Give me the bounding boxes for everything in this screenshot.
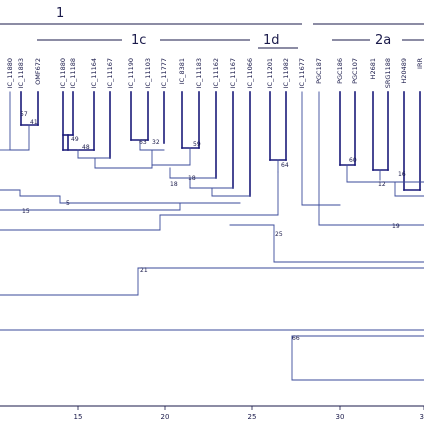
x-axis-ticks: 15 20 25 30 35 — [74, 406, 424, 421]
leaf-label: IC_11188 — [69, 58, 77, 88]
node-value: 32 — [152, 139, 160, 146]
axis-tick-label: 15 — [74, 413, 83, 421]
leaf-label: IC_11066 — [246, 58, 254, 88]
node-value: 21 — [140, 267, 148, 274]
leaf-label: H20489 — [400, 58, 408, 84]
leaf-label: IC_11677 — [298, 58, 306, 88]
node-value: 48 — [82, 144, 90, 151]
leaf-label: IC_8381 — [178, 58, 186, 84]
branches — [0, 91, 424, 381]
node-value: 41 — [30, 119, 38, 126]
node-value: 19 — [392, 223, 400, 230]
axis-tick-label: 25 — [248, 413, 257, 421]
leaf-label: IC_11982 — [282, 58, 290, 88]
node-value: 64 — [281, 162, 289, 169]
leaf-label: OMF672 — [34, 58, 42, 85]
node-value: 66 — [292, 335, 300, 342]
node-value: 59 — [193, 141, 201, 148]
leaf-label: IC_11167 — [229, 58, 237, 88]
leaf-label: IC_11190 — [127, 58, 135, 88]
node-value: 57 — [20, 111, 28, 118]
leaf-label: IC_11183 — [195, 58, 203, 88]
leaf-label: IC_11103 — [144, 58, 152, 88]
group-label-1: 1 — [56, 6, 64, 21]
leaf-label: IC_11201 — [266, 58, 274, 88]
group-label-2a: 2a — [375, 33, 391, 48]
node-value: 5 — [66, 200, 70, 207]
axis-tick-label: 20 — [161, 413, 170, 421]
leaf-label: IC_11162 — [212, 58, 220, 88]
group-label-1d: 1d — [263, 33, 280, 48]
leaf-label: H2681 — [369, 58, 377, 79]
leaf-label: SRG1188 — [384, 58, 392, 88]
node-value: 12 — [378, 181, 386, 188]
node-value: 18 — [188, 175, 196, 182]
leaf-label: PGC107 — [351, 58, 359, 84]
node-value: 15 — [22, 208, 30, 215]
axis-tick-label: 35 — [420, 413, 424, 421]
leaf-label: IC_11883 — [17, 58, 25, 88]
leaf-label: IC_11880 — [59, 58, 67, 88]
leaf-label: PGC187 — [315, 58, 323, 84]
node-value: 25 — [275, 231, 283, 238]
leaf-label: IC_11880 — [6, 58, 14, 88]
leaf-labels: IC_11880 IC_11883 OMF672 IC_11880 IC_11188 IC… — [6, 58, 424, 89]
node-value: 18 — [170, 181, 178, 188]
axis-tick-label: 30 — [336, 413, 345, 421]
node-value: 60 — [349, 157, 357, 164]
node-value: 49 — [71, 136, 79, 143]
leaf-label: IC_11167 — [106, 58, 114, 88]
group-label-1c: 1c — [131, 33, 146, 48]
leaf-label: PGC186 — [336, 58, 344, 84]
leaf-label: IRR — [416, 58, 424, 69]
leaf-label: IC_11777 — [160, 58, 168, 88]
node-value: 16 — [398, 171, 406, 178]
node-value: 63 — [139, 139, 147, 146]
leaf-label: IC_11164 — [90, 58, 98, 88]
